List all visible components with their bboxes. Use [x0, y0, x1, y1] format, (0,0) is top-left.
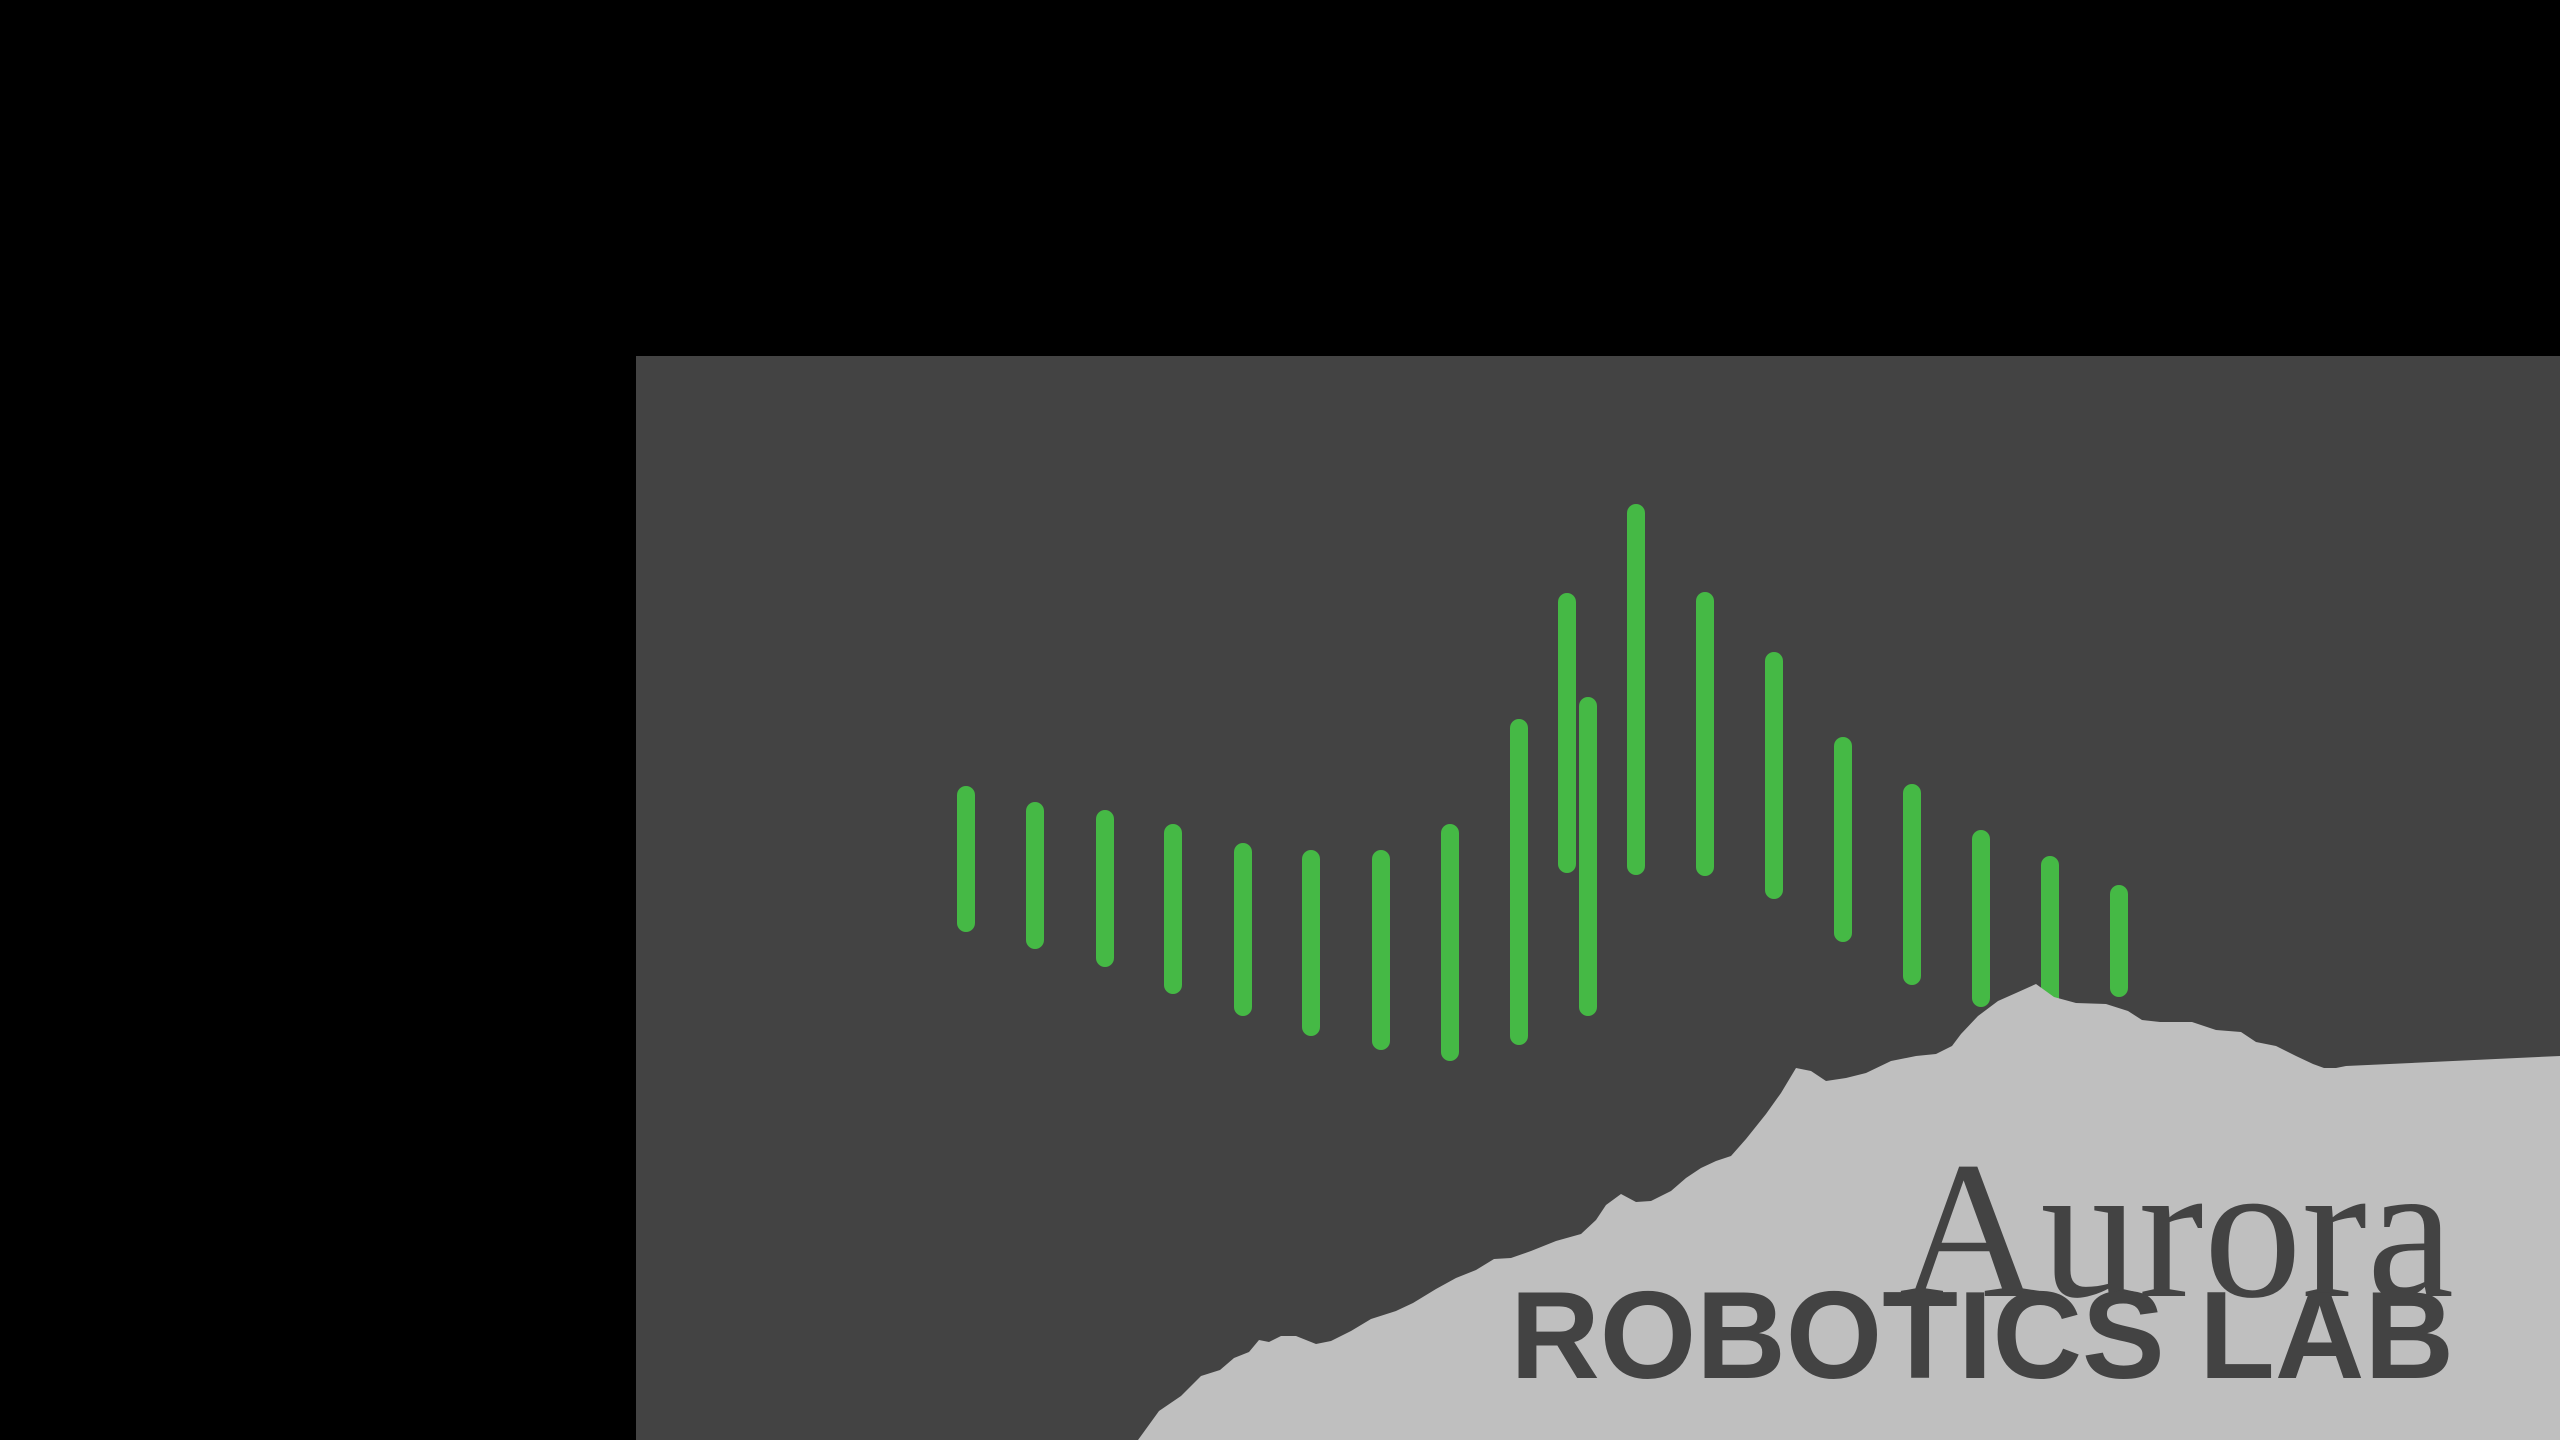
logo-panel: Aurora ROBOTICS LAB: [636, 356, 2560, 1440]
logo-wordmark-robotics-lab: ROBOTICS LAB: [1510, 1267, 2454, 1405]
logo-graphic: Aurora ROBOTICS LAB: [957, 504, 2560, 1440]
audio-waveform-icon: [957, 504, 2128, 1061]
mountain-silhouette-icon: [1138, 984, 2560, 1440]
logo-wordmark-aurora: Aurora: [1899, 1122, 2454, 1339]
